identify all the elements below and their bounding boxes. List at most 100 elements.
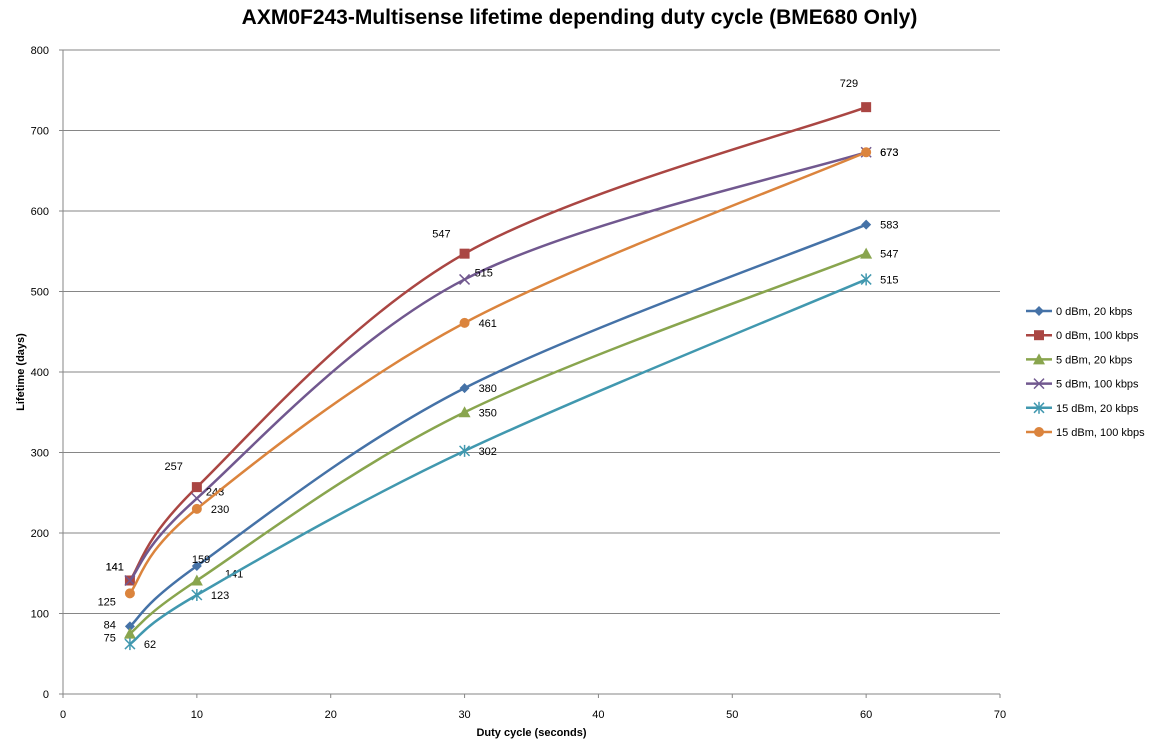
data-point-shape	[459, 317, 470, 328]
data-point-shape	[459, 383, 470, 394]
data-label: 673	[880, 147, 898, 159]
series-4: 62 123 302 515	[124, 273, 899, 651]
data-point-shape	[124, 588, 135, 599]
legend-item: 15 dBm, 20 kbps	[1026, 401, 1139, 415]
data-label: 123	[211, 590, 229, 602]
data-point	[124, 588, 135, 599]
data-label: 125	[98, 596, 116, 608]
data-point-shape	[861, 219, 872, 230]
legend-marker-stroke	[1033, 378, 1045, 390]
data-label: 141	[106, 561, 124, 573]
data-point	[124, 574, 136, 587]
legend-marker	[1033, 401, 1045, 414]
data-point	[459, 317, 470, 328]
series-2: 75 141 350 547	[104, 247, 899, 645]
data-point	[191, 503, 202, 514]
legend-marker-shape	[1034, 306, 1044, 316]
legend-label: 5 dBm, 20 kbps	[1056, 354, 1133, 366]
series-line	[129, 278, 867, 646]
data-point	[123, 627, 136, 639]
y-tick-label: 300	[31, 448, 49, 460]
data-point-shape	[124, 621, 135, 632]
y-tick-label: 100	[31, 609, 49, 621]
data-label: 547	[880, 249, 898, 261]
legend-marker	[1034, 427, 1044, 437]
x-tick-label: 60	[860, 709, 872, 721]
series-0: 84 159 380 583	[104, 219, 899, 632]
data-point	[124, 638, 136, 651]
x-tick-label: 0	[60, 709, 66, 721]
data-label: 75	[104, 633, 116, 645]
legend-item: 5 dBm, 20 kbps	[1026, 353, 1133, 366]
data-label: 230	[211, 504, 229, 516]
data-point-shape	[458, 406, 471, 418]
data-label: 729	[840, 78, 858, 90]
y-tick-label: 600	[31, 206, 49, 218]
data-label: 547	[432, 229, 450, 241]
y-tick-label: 500	[31, 287, 49, 299]
series-5: 125 230 461 673	[98, 147, 899, 608]
series-line	[128, 151, 867, 582]
legend-marker-shape	[1034, 330, 1044, 341]
data-point	[459, 383, 470, 394]
data-point	[861, 102, 872, 113]
data-point	[191, 561, 202, 572]
data-point-stroke	[124, 574, 136, 587]
data-point	[860, 247, 873, 259]
data-label: 583	[880, 220, 898, 232]
data-point-shape	[191, 503, 202, 514]
data-point	[124, 621, 135, 632]
data-point	[459, 248, 470, 259]
data-point-stroke	[191, 492, 203, 504]
data-point-shape	[861, 102, 872, 113]
data-point-shape	[861, 147, 872, 158]
data-point-shape	[191, 482, 202, 493]
y-tick-label: 200	[31, 528, 49, 540]
legend-item: 0 dBm, 100 kbps	[1026, 330, 1139, 342]
data-label: 141	[106, 561, 124, 573]
legend-label: 0 dBm, 100 kbps	[1056, 330, 1139, 342]
x-axis-label: Duty cycle (seconds)	[476, 727, 586, 739]
legend: 0 dBm, 20 kbps 0 dBm, 100 kbps 5 dBm, 20 k…	[1026, 306, 1145, 439]
legend-label: 5 dBm, 100 kbps	[1056, 379, 1139, 391]
data-point	[458, 406, 471, 418]
data-point-stroke	[459, 273, 471, 285]
data-point-shape	[459, 248, 470, 259]
data-point-shape	[123, 627, 136, 639]
legend-item: 5 dBm, 100 kbps	[1026, 378, 1139, 391]
legend-label: 15 dBm, 20 kbps	[1056, 403, 1139, 415]
legend-marker	[1034, 306, 1044, 316]
data-point	[191, 482, 202, 493]
legend-label: 0 dBm, 20 kbps	[1056, 306, 1133, 318]
x-tick-label: 40	[592, 709, 604, 721]
legend-marker	[1033, 378, 1045, 390]
legend-item: 15 dBm, 100 kbps	[1026, 427, 1145, 439]
data-label: 380	[479, 383, 497, 395]
series-line	[128, 151, 867, 595]
legend-marker-shape	[1034, 427, 1044, 437]
data-point	[459, 273, 471, 285]
series-line	[128, 105, 867, 582]
data-point-shape	[860, 247, 873, 259]
x-tick-label: 50	[726, 709, 738, 721]
data-label: 673	[880, 147, 898, 159]
data-label: 159	[192, 554, 210, 566]
legend-marker	[1034, 330, 1044, 341]
x-tick-label: 20	[325, 709, 337, 721]
y-tick-label: 0	[43, 689, 49, 701]
x-tick-label: 10	[191, 709, 203, 721]
data-point	[861, 219, 872, 230]
legend-item: 0 dBm, 20 kbps	[1026, 306, 1133, 318]
data-label: 515	[475, 267, 493, 279]
data-point-shape	[190, 574, 203, 586]
data-label: 84	[104, 619, 116, 631]
legend-label: 15 dBm, 100 kbps	[1056, 427, 1145, 439]
data-label: 350	[479, 407, 497, 419]
data-point-shape	[191, 561, 202, 572]
x-tick-label: 70	[994, 709, 1006, 721]
data-label: 461	[479, 318, 497, 330]
data-label: 515	[880, 274, 898, 286]
x-tick-label: 30	[458, 709, 470, 721]
y-tick-label: 700	[31, 126, 49, 138]
